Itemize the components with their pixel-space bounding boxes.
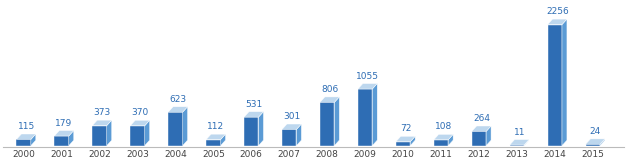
Polygon shape [221, 134, 226, 146]
Polygon shape [130, 126, 145, 146]
Polygon shape [282, 124, 302, 129]
Text: 115: 115 [18, 122, 34, 131]
Polygon shape [297, 124, 302, 146]
Polygon shape [244, 117, 258, 146]
Text: 373: 373 [93, 108, 110, 117]
Polygon shape [168, 112, 182, 146]
Text: 179: 179 [55, 119, 73, 127]
Text: 108: 108 [435, 122, 452, 131]
Text: 531: 531 [245, 100, 262, 109]
Text: 301: 301 [283, 112, 300, 121]
Polygon shape [547, 19, 567, 25]
Polygon shape [486, 126, 491, 146]
Polygon shape [358, 89, 372, 146]
Text: 370: 370 [131, 108, 149, 117]
Polygon shape [410, 136, 415, 146]
Polygon shape [130, 120, 150, 126]
Polygon shape [372, 84, 377, 146]
Polygon shape [244, 112, 263, 117]
Polygon shape [320, 97, 339, 102]
Polygon shape [16, 134, 36, 139]
Polygon shape [472, 126, 491, 131]
Polygon shape [182, 107, 187, 146]
Text: 623: 623 [169, 95, 186, 104]
Polygon shape [69, 131, 74, 146]
Polygon shape [562, 19, 567, 146]
Text: 806: 806 [321, 85, 338, 94]
Polygon shape [55, 131, 74, 136]
Polygon shape [206, 134, 226, 140]
Text: 112: 112 [208, 122, 224, 131]
Polygon shape [472, 131, 486, 146]
Text: 72: 72 [400, 124, 411, 133]
Polygon shape [586, 139, 605, 144]
Polygon shape [586, 144, 600, 146]
Text: 1055: 1055 [356, 72, 379, 81]
Polygon shape [547, 25, 562, 146]
Polygon shape [258, 112, 263, 146]
Polygon shape [168, 107, 187, 112]
Text: 24: 24 [589, 127, 601, 136]
Text: 2256: 2256 [546, 7, 569, 16]
Polygon shape [282, 129, 297, 146]
Polygon shape [448, 134, 453, 146]
Polygon shape [524, 140, 529, 146]
Polygon shape [55, 136, 69, 146]
Polygon shape [600, 139, 605, 146]
Polygon shape [434, 140, 448, 146]
Polygon shape [510, 145, 524, 146]
Text: 264: 264 [473, 114, 490, 123]
Text: 11: 11 [514, 127, 525, 137]
Polygon shape [510, 140, 529, 145]
Polygon shape [396, 136, 415, 142]
Polygon shape [396, 142, 410, 146]
Polygon shape [16, 139, 31, 146]
Polygon shape [145, 120, 150, 146]
Polygon shape [31, 134, 36, 146]
Polygon shape [334, 97, 339, 146]
Polygon shape [358, 84, 377, 89]
Polygon shape [92, 120, 112, 126]
Polygon shape [107, 120, 112, 146]
Polygon shape [206, 140, 221, 146]
Polygon shape [92, 126, 107, 146]
Polygon shape [434, 134, 453, 140]
Polygon shape [320, 102, 334, 146]
